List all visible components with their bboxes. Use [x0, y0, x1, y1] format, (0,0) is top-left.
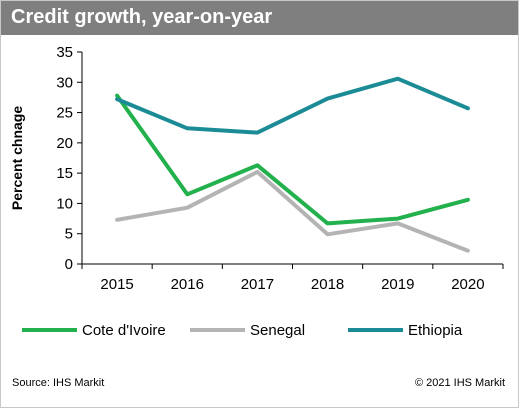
- series-line-cote-d-ivoire: [115, 93, 470, 226]
- y-axis-title: Percent chnage: [9, 106, 25, 210]
- y-tick-label: 0: [65, 256, 73, 273]
- x-tick-label: 2017: [241, 276, 274, 293]
- x-tick-label: 2020: [451, 276, 484, 293]
- chart-title: Credit growth, year-on-year: [11, 6, 273, 28]
- series-line-ethiopia: [115, 76, 470, 135]
- legend-label: Ethiopia: [408, 322, 463, 339]
- source-note: Source: IHS Markit: [12, 377, 105, 389]
- y-tick-label: 15: [56, 165, 73, 182]
- y-tick-label: 30: [56, 74, 73, 91]
- legend-label: Cote d'Ivoire: [82, 322, 166, 339]
- y-tick-label: 5: [65, 226, 73, 243]
- x-tick-label: 2018: [311, 276, 344, 293]
- series-line-senegal: [115, 169, 470, 253]
- title-bar: Credit growth, year-on-year: [1, 1, 518, 35]
- x-tick-label: 2016: [171, 276, 204, 293]
- x-tick-label: 2015: [100, 276, 133, 293]
- y-tick-label: 35: [56, 44, 73, 61]
- y-tick-label: 10: [56, 195, 73, 212]
- y-tick-label: 20: [56, 135, 73, 152]
- x-tick-label: 2019: [381, 276, 414, 293]
- y-tick-label: 25: [56, 105, 73, 122]
- legend-label: Senegal: [250, 322, 305, 339]
- copyright-note: © 2021 IHS Markit: [414, 377, 505, 389]
